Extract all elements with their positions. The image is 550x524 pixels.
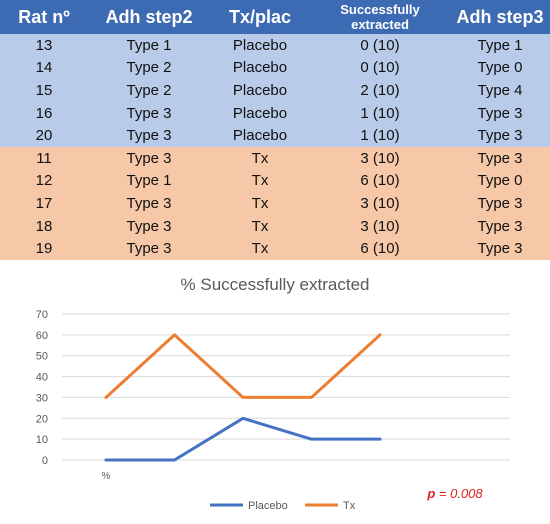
table-row: 13 Type 1 Placebo 0 (10) Type 1 [0,34,550,57]
table-row: 15 Type 2 Placebo 2 (10) Type 4 [0,79,550,102]
cell-rat-no: 11 [0,146,88,170]
header-adh-step2: Adh step2 [88,0,210,34]
cell-adh-step3: Type 3 [450,101,550,125]
cell-rat-no: 19 [0,237,88,260]
cell-adh-step3: Type 4 [450,79,550,102]
y-tick-label: 70 [36,309,48,321]
cell-successfully-extracted: 6 (10) [310,237,450,260]
cell-tx-plac: Tx [210,237,310,260]
legend-label-tx: Tx [343,500,356,512]
cell-successfully-extracted: 3 (10) [310,146,450,170]
cell-adh-step3: Type 0 [450,56,550,80]
cell-adh-step2: Type 1 [88,34,210,57]
y-tick-label: 10 [36,434,48,446]
cell-adh-step3: Type 0 [450,169,550,193]
header-tx-plac: Tx/plac [210,0,310,34]
header-adh-step3: Adh step3 [450,0,550,34]
cell-successfully-extracted: 1 (10) [310,101,450,125]
table-row: 19 Type 3 Tx 6 (10) Type 3 [0,237,550,260]
cell-adh-step2: Type 1 [88,169,210,193]
cell-successfully-extracted: 2 (10) [310,79,450,102]
table-row: 16 Type 3 Placebo 1 (10) Type 3 [0,101,550,125]
table-row: 20 Type 3 Placebo 1 (10) Type 3 [0,124,550,147]
legend-label-placebo: Placebo [248,500,288,512]
cell-adh-step3: Type 3 [450,237,550,260]
y-tick-label: 40 [36,372,48,384]
cell-rat-no: 12 [0,169,88,193]
y-tick-label: 30 [36,392,48,404]
cell-successfully-extracted: 0 (10) [310,56,450,80]
cell-adh-step2: Type 3 [88,146,210,170]
chart-legend: Placebo Tx [210,500,356,512]
cell-adh-step3: Type 3 [450,146,550,170]
y-tick-label: 60 [36,330,48,342]
cell-adh-step2: Type 2 [88,79,210,102]
y-tick-label: 0 [42,455,48,467]
cell-tx-plac: Placebo [210,56,310,80]
cell-tx-plac: Placebo [210,101,310,125]
cell-tx-plac: Tx [210,146,310,170]
cell-tx-plac: Placebo [210,79,310,102]
cell-rat-no: 20 [0,124,88,147]
table-row: 11 Type 3 Tx 3 (10) Type 3 [0,146,550,170]
cell-tx-plac: Placebo [210,34,310,57]
header-rat-no: Rat nº [0,0,88,34]
table-row: 14 Type 2 Placebo 0 (10) Type 0 [0,56,550,80]
cell-rat-no: 15 [0,79,88,102]
p-value-annotation: p = 0.008 [426,486,483,501]
cell-tx-plac: Placebo [210,124,310,147]
cell-successfully-extracted: 3 (10) [310,192,450,215]
header-successfully-extracted: Successfully extracted [310,0,450,34]
cell-adh-step2: Type 3 [88,214,210,238]
series-line-tx [104,333,382,399]
cell-adh-step2: Type 2 [88,56,210,80]
cell-adh-step3: Type 3 [450,192,550,215]
cell-successfully-extracted: 1 (10) [310,124,450,147]
cell-rat-no: 13 [0,34,88,57]
chart-title: % Successfully extracted [181,275,370,294]
cell-tx-plac: Tx [210,214,310,238]
results-table: Rat nº Adh step2 Tx/plac Successfully ex… [0,0,550,260]
chart-gridlines [62,313,510,461]
cell-tx-plac: Tx [210,192,310,215]
cell-rat-no: 14 [0,56,88,80]
cell-adh-step3: Type 3 [450,124,550,147]
series-lines [104,333,382,462]
table-row: 17 Type 3 Tx 3 (10) Type 3 [0,192,550,215]
cell-successfully-extracted: 6 (10) [310,169,450,193]
table-row: 12 Type 1 Tx 6 (10) Type 0 [0,169,550,193]
table-header-row: Rat nº Adh step2 Tx/plac Successfully ex… [0,0,550,34]
cell-rat-no: 18 [0,214,88,238]
y-tick-label: 50 [36,351,48,363]
cell-adh-step3: Type 1 [450,34,550,57]
cell-successfully-extracted: 0 (10) [310,34,450,57]
table-row: 18 Type 3 Tx 3 (10) Type 3 [0,214,550,238]
y-tick-label: 20 [36,413,48,425]
cell-adh-step2: Type 3 [88,237,210,260]
cell-successfully-extracted: 3 (10) [310,214,450,238]
cell-rat-no: 17 [0,192,88,215]
cell-adh-step3: Type 3 [450,214,550,238]
x-tick-label: % [102,471,111,482]
cell-adh-step2: Type 3 [88,124,210,147]
y-axis-tick-labels: 0 10 20 30 40 50 60 70 [36,309,48,467]
cell-adh-step2: Type 3 [88,101,210,125]
cell-adh-step2: Type 3 [88,192,210,215]
line-chart: % Successfully extracted 0 10 20 30 40 50 60 70… [36,275,510,512]
table-body: 13 Type 1 Placebo 0 (10) Type 1 14 Type 2 Place… [0,34,550,260]
cell-tx-plac: Tx [210,169,310,193]
cell-rat-no: 16 [0,101,88,125]
x-axis-tick-labels: % [102,471,111,482]
